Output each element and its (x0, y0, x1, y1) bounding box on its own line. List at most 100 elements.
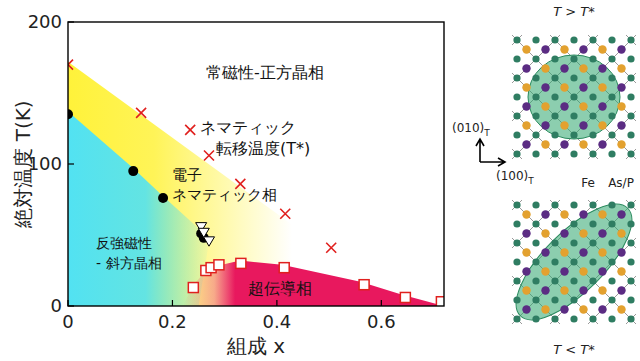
as-p-atom (617, 140, 625, 148)
square-marker (359, 280, 369, 290)
as-p-atom (560, 267, 568, 275)
as-p-atom (598, 305, 606, 313)
x-tick (67, 300, 68, 306)
as-p-atom (598, 64, 606, 72)
direction-index: (100) (496, 169, 528, 183)
y-tick (68, 21, 74, 22)
fe-atom (608, 277, 615, 284)
fe-atom (608, 150, 615, 157)
as-p-atom (522, 64, 530, 72)
as-p-atom (541, 64, 549, 72)
fe-atom (532, 220, 539, 227)
x-tick (276, 300, 277, 306)
as-p-atom (522, 248, 530, 256)
lattice-line (512, 45, 636, 159)
as-p-atom (579, 140, 587, 148)
cross-marker (326, 243, 336, 253)
as-p-atom (522, 45, 530, 53)
x-tick (381, 300, 382, 306)
fe-atom (532, 315, 539, 322)
as-p-atom (560, 210, 568, 218)
as-p-atom (579, 286, 587, 294)
fe-atom (532, 131, 539, 138)
as-p-atom (541, 248, 549, 256)
fe-atom (589, 112, 596, 119)
fe-atom (589, 277, 596, 284)
as-p-atom (541, 121, 549, 129)
panel-label: T > T* (553, 4, 595, 19)
square-marker (436, 297, 444, 306)
fe-atom (570, 296, 577, 303)
direction-index: (010) (452, 121, 484, 135)
fe-atom (589, 220, 596, 227)
fe-atom (532, 201, 539, 208)
fe-atom (627, 258, 634, 265)
as-p-atom (579, 64, 587, 72)
phase-region (68, 111, 209, 306)
circle-marker (128, 166, 138, 176)
plot-frame (68, 22, 444, 306)
atoms (512, 35, 636, 159)
as-p-atom (579, 248, 587, 256)
as-p-atom (522, 210, 530, 218)
as-p-atom (560, 248, 568, 256)
as-p-atom (522, 267, 530, 275)
region-label: - 斜方晶相 (96, 255, 162, 271)
fe-atom (627, 112, 634, 119)
fe-atom (627, 131, 634, 138)
as-p-atom (617, 45, 625, 53)
fe-atom (589, 131, 596, 138)
triangle-marker (198, 228, 209, 237)
fe-atom (532, 150, 539, 157)
as-p-atom (560, 83, 568, 91)
as-p-atom (598, 140, 606, 148)
fe-atom (551, 74, 558, 81)
as-p-atom (617, 83, 625, 91)
as-p-atom (541, 140, 549, 148)
as-p-atom (598, 45, 606, 53)
cross-marker (136, 108, 146, 118)
fe-atom (532, 36, 539, 43)
as-p-atom (560, 140, 568, 148)
fe-atom (551, 93, 558, 100)
fe-atom (627, 55, 634, 62)
as-p-atom (617, 102, 625, 110)
as-p-atom (598, 286, 606, 294)
y-axis-label: 絶対温度 T(K) (11, 100, 35, 228)
fe-atom (551, 55, 558, 62)
as-p-atom (560, 305, 568, 313)
fe-atom (532, 239, 539, 246)
as-p-atom (541, 102, 549, 110)
y-tick (68, 163, 74, 164)
fe-atom (608, 74, 615, 81)
direction-arrows (476, 139, 505, 166)
as-p-atom (541, 83, 549, 91)
fe-atom (513, 131, 520, 138)
fe-atom (551, 296, 558, 303)
phase-region (68, 62, 355, 306)
direction-label: (010)T (452, 121, 490, 138)
fe-atom (570, 55, 577, 62)
as-p-atom (541, 286, 549, 294)
fe-atom (589, 296, 596, 303)
fe-atom (551, 112, 558, 119)
fe-atom (608, 258, 615, 265)
y-tick (68, 305, 74, 306)
fe-atom (608, 112, 615, 119)
lattice-line (512, 200, 636, 324)
fe-atom (627, 150, 634, 157)
fe-atom (608, 131, 615, 138)
fe-atom (570, 36, 577, 43)
fe-atom (513, 296, 520, 303)
as-p-atom (541, 45, 549, 53)
as-p-atom (617, 267, 625, 275)
fe-atom (570, 239, 577, 246)
atoms (512, 200, 636, 324)
as-p-atom (522, 102, 530, 110)
lattice-line (512, 35, 636, 159)
as-p-atom (598, 229, 606, 237)
fe-atom (513, 239, 520, 246)
fe-atom (627, 74, 634, 81)
fe-atom (532, 74, 539, 81)
fe-atom (551, 277, 558, 284)
